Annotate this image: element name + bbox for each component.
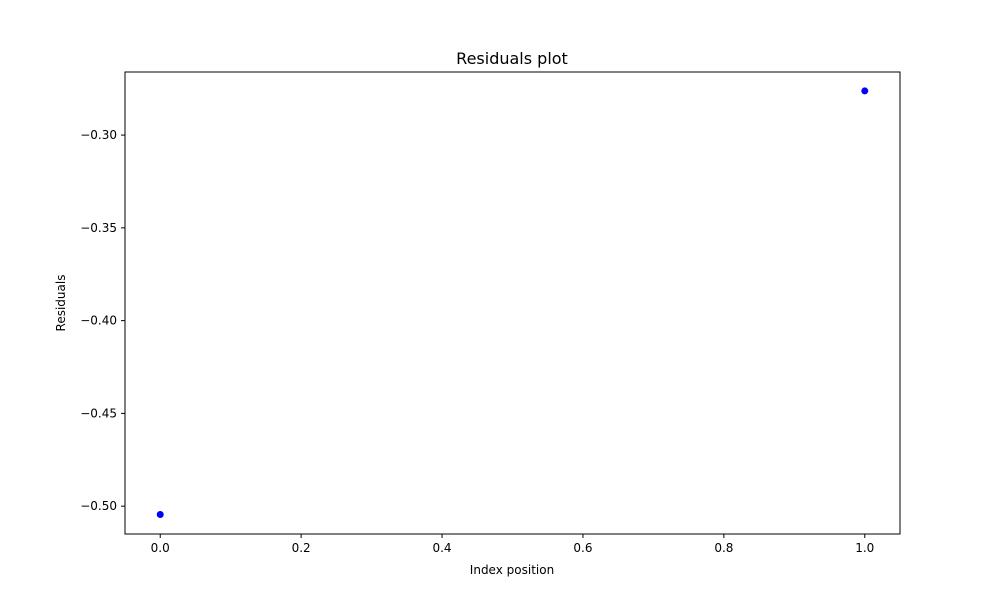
x-tick-label: 0.6 bbox=[573, 541, 592, 555]
y-tick-label: −0.40 bbox=[80, 314, 117, 328]
x-tick-label: 0.8 bbox=[714, 541, 733, 555]
residual-point bbox=[861, 87, 869, 95]
chart-title: Residuals plot bbox=[456, 49, 568, 68]
y-axis-ticks: −0.50 −0.45 −0.40 −0.35 −0.30 bbox=[80, 128, 125, 513]
y-tick-label: −0.45 bbox=[80, 406, 117, 420]
x-tick-label: 1.0 bbox=[855, 541, 874, 555]
y-axis-label: Residuals bbox=[54, 275, 68, 332]
x-axis-ticks: 0.0 0.2 0.4 0.6 0.8 1.0 bbox=[151, 534, 874, 555]
y-tick-label: −0.30 bbox=[80, 128, 117, 142]
x-tick-label: 0.4 bbox=[432, 541, 451, 555]
plot-frame bbox=[124, 71, 901, 535]
y-tick-label: −0.35 bbox=[80, 221, 117, 235]
x-axis-label: Index position bbox=[470, 563, 554, 577]
x-tick-label: 0.0 bbox=[151, 541, 170, 555]
y-tick-label: −0.50 bbox=[80, 499, 117, 513]
data-points bbox=[156, 87, 869, 519]
x-tick-label: 0.2 bbox=[292, 541, 311, 555]
residual-point bbox=[156, 511, 164, 519]
